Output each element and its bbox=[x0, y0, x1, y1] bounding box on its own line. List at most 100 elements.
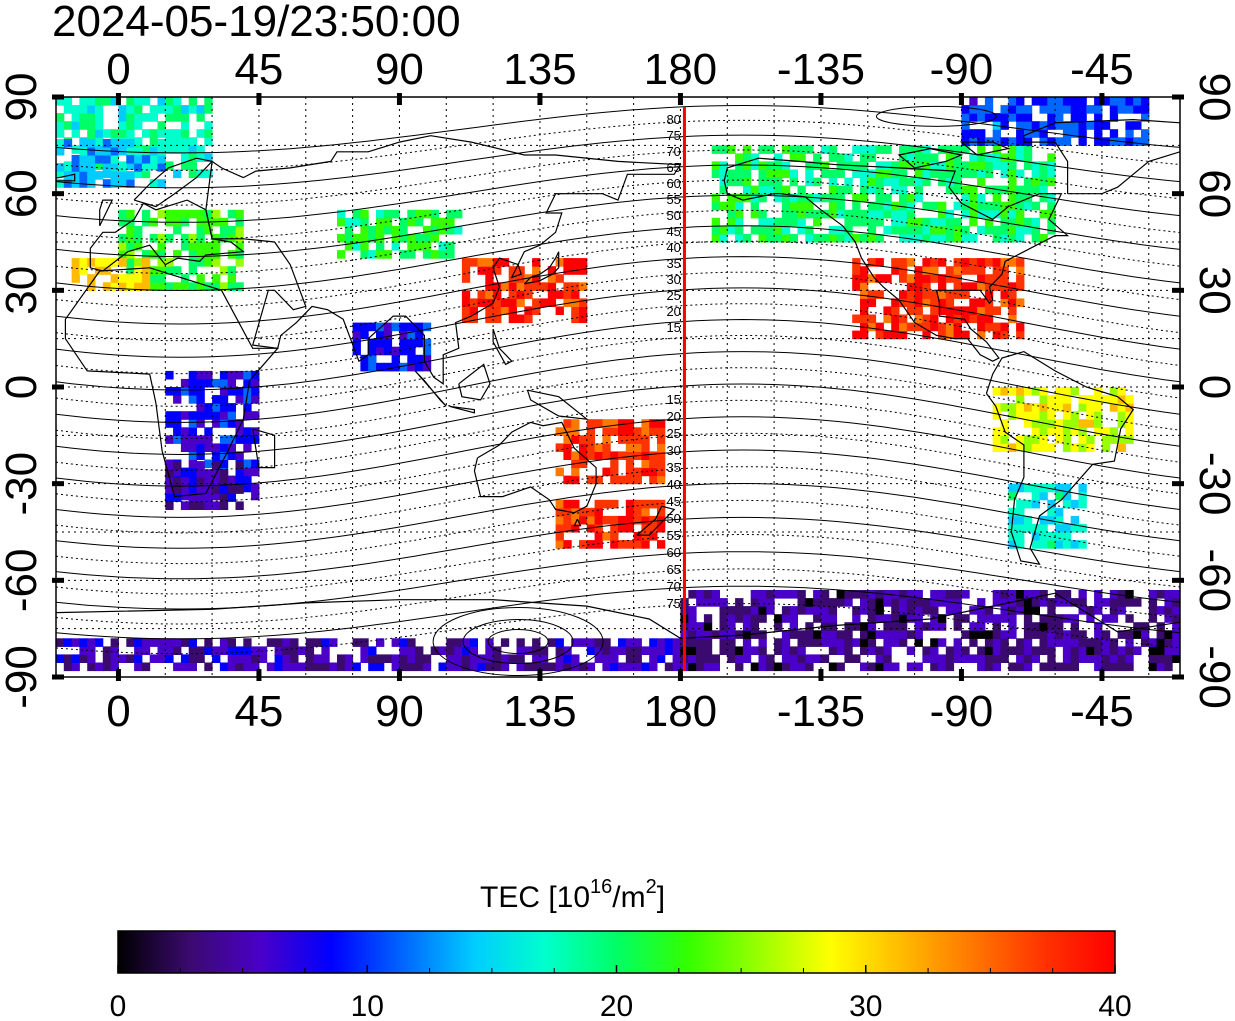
tec-cell bbox=[493, 266, 502, 275]
tec-cell bbox=[180, 501, 190, 510]
coastlines bbox=[56, 118, 1180, 639]
tec-cell bbox=[586, 507, 596, 517]
tec-cell bbox=[110, 97, 119, 106]
tec-cell bbox=[618, 515, 627, 525]
tec-cell bbox=[1047, 201, 1056, 211]
tec-cell bbox=[126, 209, 135, 219]
tec-cell bbox=[727, 225, 736, 235]
tec-cell bbox=[1125, 654, 1134, 663]
tec-cell bbox=[555, 467, 564, 477]
tec-cell bbox=[149, 250, 158, 259]
tec-cell bbox=[1039, 614, 1048, 623]
tec-cell bbox=[805, 161, 814, 170]
tec-cell bbox=[251, 387, 260, 396]
tec-cell bbox=[1016, 435, 1025, 444]
tec-cell bbox=[469, 646, 478, 655]
tec-cell bbox=[1039, 532, 1048, 541]
tec-cell bbox=[610, 451, 619, 460]
tec-cell bbox=[625, 638, 635, 647]
tec-cell bbox=[102, 129, 112, 138]
mlat-contour bbox=[56, 533, 1180, 595]
tec-cell bbox=[867, 322, 877, 332]
tec-cell bbox=[992, 443, 1001, 452]
y-right-tick-label: 60 bbox=[1190, 169, 1235, 218]
tec-cell bbox=[126, 105, 135, 114]
tec-cell bbox=[173, 493, 182, 502]
tec-cell bbox=[126, 161, 135, 170]
tec-cell bbox=[945, 298, 955, 307]
tec-cell bbox=[79, 171, 88, 180]
tec-cell bbox=[188, 638, 197, 647]
tec-cell bbox=[532, 266, 541, 275]
tec-cell bbox=[516, 662, 525, 672]
tec-cell bbox=[376, 233, 385, 243]
tec-cell bbox=[914, 614, 923, 623]
tec-cell bbox=[969, 266, 978, 275]
tec-cell bbox=[594, 507, 603, 517]
tec-cell bbox=[781, 630, 791, 639]
tec-cell bbox=[196, 370, 205, 380]
tec-cell bbox=[102, 258, 112, 267]
coastline bbox=[449, 405, 475, 414]
tec-cell bbox=[579, 638, 588, 647]
tec-cell bbox=[1101, 97, 1111, 106]
tec-cell bbox=[961, 282, 970, 291]
tec-cell bbox=[844, 638, 853, 647]
tec-cell bbox=[922, 266, 931, 275]
tec-cell bbox=[945, 169, 955, 179]
tec-cell bbox=[415, 362, 424, 372]
tec-cell bbox=[219, 395, 229, 404]
tec-cell bbox=[781, 169, 791, 179]
tec-cell bbox=[204, 638, 213, 647]
tec-cell bbox=[820, 614, 830, 623]
tec-cell bbox=[1047, 153, 1056, 162]
tec-cell bbox=[969, 306, 978, 315]
tec-cell bbox=[1039, 590, 1048, 599]
tec-cell bbox=[1055, 403, 1064, 412]
tec-cell bbox=[860, 209, 869, 219]
tec-cell bbox=[126, 282, 135, 291]
tec-cell bbox=[1062, 483, 1072, 493]
tec-cell bbox=[251, 662, 260, 672]
tec-cell bbox=[1055, 523, 1064, 533]
tec-cell bbox=[899, 330, 908, 340]
tec-cell bbox=[930, 161, 939, 170]
tec-cell bbox=[719, 622, 728, 631]
tec-cell bbox=[243, 370, 252, 380]
tec-cell bbox=[1008, 298, 1017, 307]
tec-cell bbox=[735, 662, 744, 672]
tec-cell bbox=[391, 354, 400, 364]
tec-cell bbox=[875, 233, 884, 243]
tec-cell bbox=[1047, 598, 1056, 607]
tec-cell bbox=[555, 654, 564, 663]
tec-cell bbox=[594, 475, 603, 485]
tec-cell bbox=[165, 411, 174, 420]
tec-cell bbox=[1023, 606, 1033, 615]
x-bottom-tick-label: -45 bbox=[1070, 687, 1134, 736]
tec-cell bbox=[1023, 630, 1033, 639]
tec-cell bbox=[984, 606, 994, 615]
tec-cell bbox=[836, 662, 845, 672]
tec-cell bbox=[1164, 638, 1173, 647]
tec-cell bbox=[828, 177, 838, 187]
tec-cell bbox=[805, 662, 814, 672]
tec-cell bbox=[836, 638, 845, 647]
tec-cell bbox=[969, 153, 978, 162]
tec-cell bbox=[813, 654, 822, 663]
tec-cell bbox=[992, 662, 1001, 672]
tec-cell bbox=[180, 105, 190, 114]
tec-cell bbox=[610, 646, 619, 655]
tec-cell bbox=[212, 403, 221, 412]
tec-cell bbox=[805, 598, 814, 607]
tec-cell bbox=[415, 646, 424, 655]
tec-cell bbox=[204, 370, 213, 380]
tec-cell bbox=[938, 298, 947, 307]
tec-cell bbox=[126, 274, 135, 283]
tec-cell bbox=[672, 654, 681, 663]
tec-cell bbox=[56, 129, 65, 138]
tec-cell bbox=[274, 646, 283, 655]
tec-cell bbox=[945, 306, 955, 315]
tec-cell bbox=[922, 201, 931, 211]
tec-cell bbox=[860, 646, 869, 655]
